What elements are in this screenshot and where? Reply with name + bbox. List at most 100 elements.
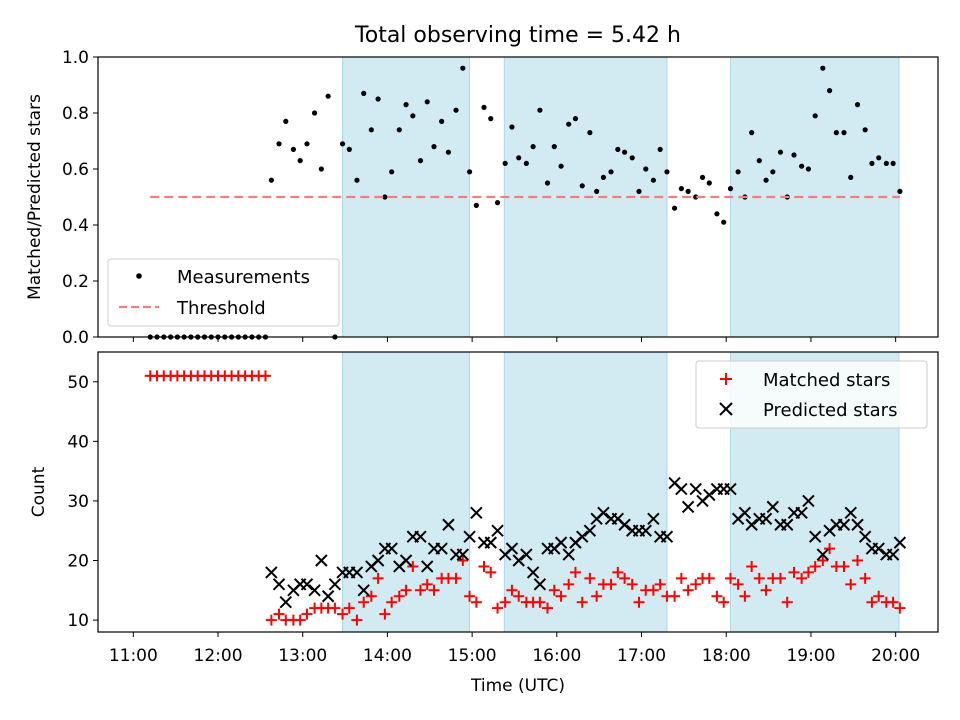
measurement-point [699, 174, 706, 180]
measurement-point [812, 113, 818, 119]
matched-stars-point [838, 560, 850, 572]
measurement-point [375, 96, 381, 102]
measurement-point [530, 144, 536, 150]
matched-stars-point [703, 572, 715, 584]
matched-stars-point [633, 596, 645, 608]
matched-stars-point [548, 584, 560, 596]
bottom-panel: 10 20 30 40 50 11:00 12:00 13:00 14:00 15:00 16:0… [29, 351, 939, 666]
measurement-point [749, 130, 755, 136]
predicted-stars-point [562, 548, 575, 561]
predicted-stars-point [399, 554, 413, 567]
matched-stars-point [351, 614, 363, 626]
matched-stars-point [732, 578, 744, 590]
measurement-point [685, 188, 691, 194]
measurement-point [494, 200, 501, 206]
predicted-stars-point [491, 524, 504, 537]
predicted-stars-point [484, 536, 497, 549]
predicted-stars-point [308, 584, 321, 597]
measurement-point [600, 174, 607, 180]
matched-stars-point [781, 596, 793, 608]
measurement-point [615, 146, 621, 152]
measurement-point [848, 174, 854, 180]
matched-stars-point [788, 566, 800, 578]
x-tick-label: 19:00 [786, 646, 835, 666]
measurement-point [594, 188, 600, 194]
measurement-point [368, 127, 374, 133]
measurement-point [777, 149, 784, 155]
measurement-point [297, 158, 303, 164]
predicted-stars-point [414, 530, 427, 543]
matched-stars-point [485, 566, 497, 578]
predicted-stars-point [639, 524, 652, 537]
top-panel-frame [97, 56, 939, 338]
matched-stars-point [301, 608, 313, 620]
matched-stars-point [669, 590, 681, 602]
matched-stars-point [817, 555, 829, 567]
predicted-stars-point [350, 566, 364, 579]
measurement-point [318, 166, 324, 172]
predicted-stars-point [660, 530, 674, 543]
top-panel: 0.0 0.2 0.4 0.6 0.8 1.0 Matched/Predicted sta… [25, 48, 939, 348]
measurement-point [460, 65, 466, 71]
measurement-point [339, 141, 346, 147]
predicted-stars-point [371, 554, 385, 567]
predicted-stars-point [893, 536, 907, 549]
measurement-point [558, 163, 564, 169]
measurement-point [354, 177, 360, 183]
matched-stars-point [711, 590, 723, 602]
matched-stars-point [343, 602, 355, 614]
predicted-stars-point [463, 530, 476, 543]
predicted-stars-point [724, 482, 737, 496]
predicted-stars-point [357, 584, 370, 597]
measurement-point [714, 211, 720, 217]
measurement-point [671, 205, 678, 211]
predicted-stars-point [442, 518, 455, 531]
predicted-stars-point [781, 518, 794, 531]
y-tick-label: 0.0 [62, 328, 89, 348]
matched-stars-point [675, 572, 687, 584]
matched-stars-point [654, 578, 666, 590]
measurement-point [826, 88, 833, 94]
predicted-stars-point [816, 548, 830, 561]
predicted-stars-point [470, 506, 483, 520]
x-tick-label: 20:00 [871, 646, 920, 666]
predicted-stars-point [554, 536, 568, 549]
measurement-point [389, 169, 395, 175]
matched-stars-point [386, 596, 398, 608]
x-tick-label: 15:00 [448, 646, 497, 666]
measurement-point [466, 169, 473, 175]
measurement-point [516, 155, 522, 161]
top-panel-x-ticks [132, 337, 897, 342]
matched-stars-point [563, 578, 575, 590]
matched-stars-point [859, 572, 871, 584]
measurement-point [643, 166, 649, 172]
top-panel-y-axis: 0.0 0.2 0.4 0.6 0.8 1.0 [62, 48, 98, 348]
measurement-point [693, 194, 699, 200]
matched-stars-point [259, 370, 271, 382]
matched-stars-point [428, 584, 440, 596]
measurement-point [890, 160, 896, 166]
matched-stars-point [372, 572, 384, 584]
matched-stars-point [584, 572, 596, 584]
top-panel-legend: Measurements Threshold [107, 258, 340, 327]
matched-stars-point [682, 584, 694, 596]
matched-stars-point [809, 560, 821, 572]
measurement-point [502, 160, 508, 166]
measurement-point [579, 183, 585, 189]
y-tick-label: 0.6 [62, 160, 89, 180]
legend-matched-marker [720, 373, 732, 385]
measurement-point [304, 141, 310, 147]
bottom-panel-frame [97, 351, 939, 633]
predicted-stars-point [681, 500, 695, 514]
predicted-stars-point [533, 578, 547, 591]
measurement-point [544, 180, 551, 186]
predicted-stars-point [647, 512, 660, 526]
matched-stars-point [647, 584, 659, 596]
legend-matched-label: Matched stars [763, 370, 890, 391]
measurement-point [869, 160, 875, 166]
measurement-point [439, 118, 445, 124]
measurement-point [410, 113, 416, 119]
y-tick-label: 0.8 [62, 104, 89, 124]
measurement-point [346, 146, 352, 152]
predicted-stars-point [505, 542, 519, 555]
